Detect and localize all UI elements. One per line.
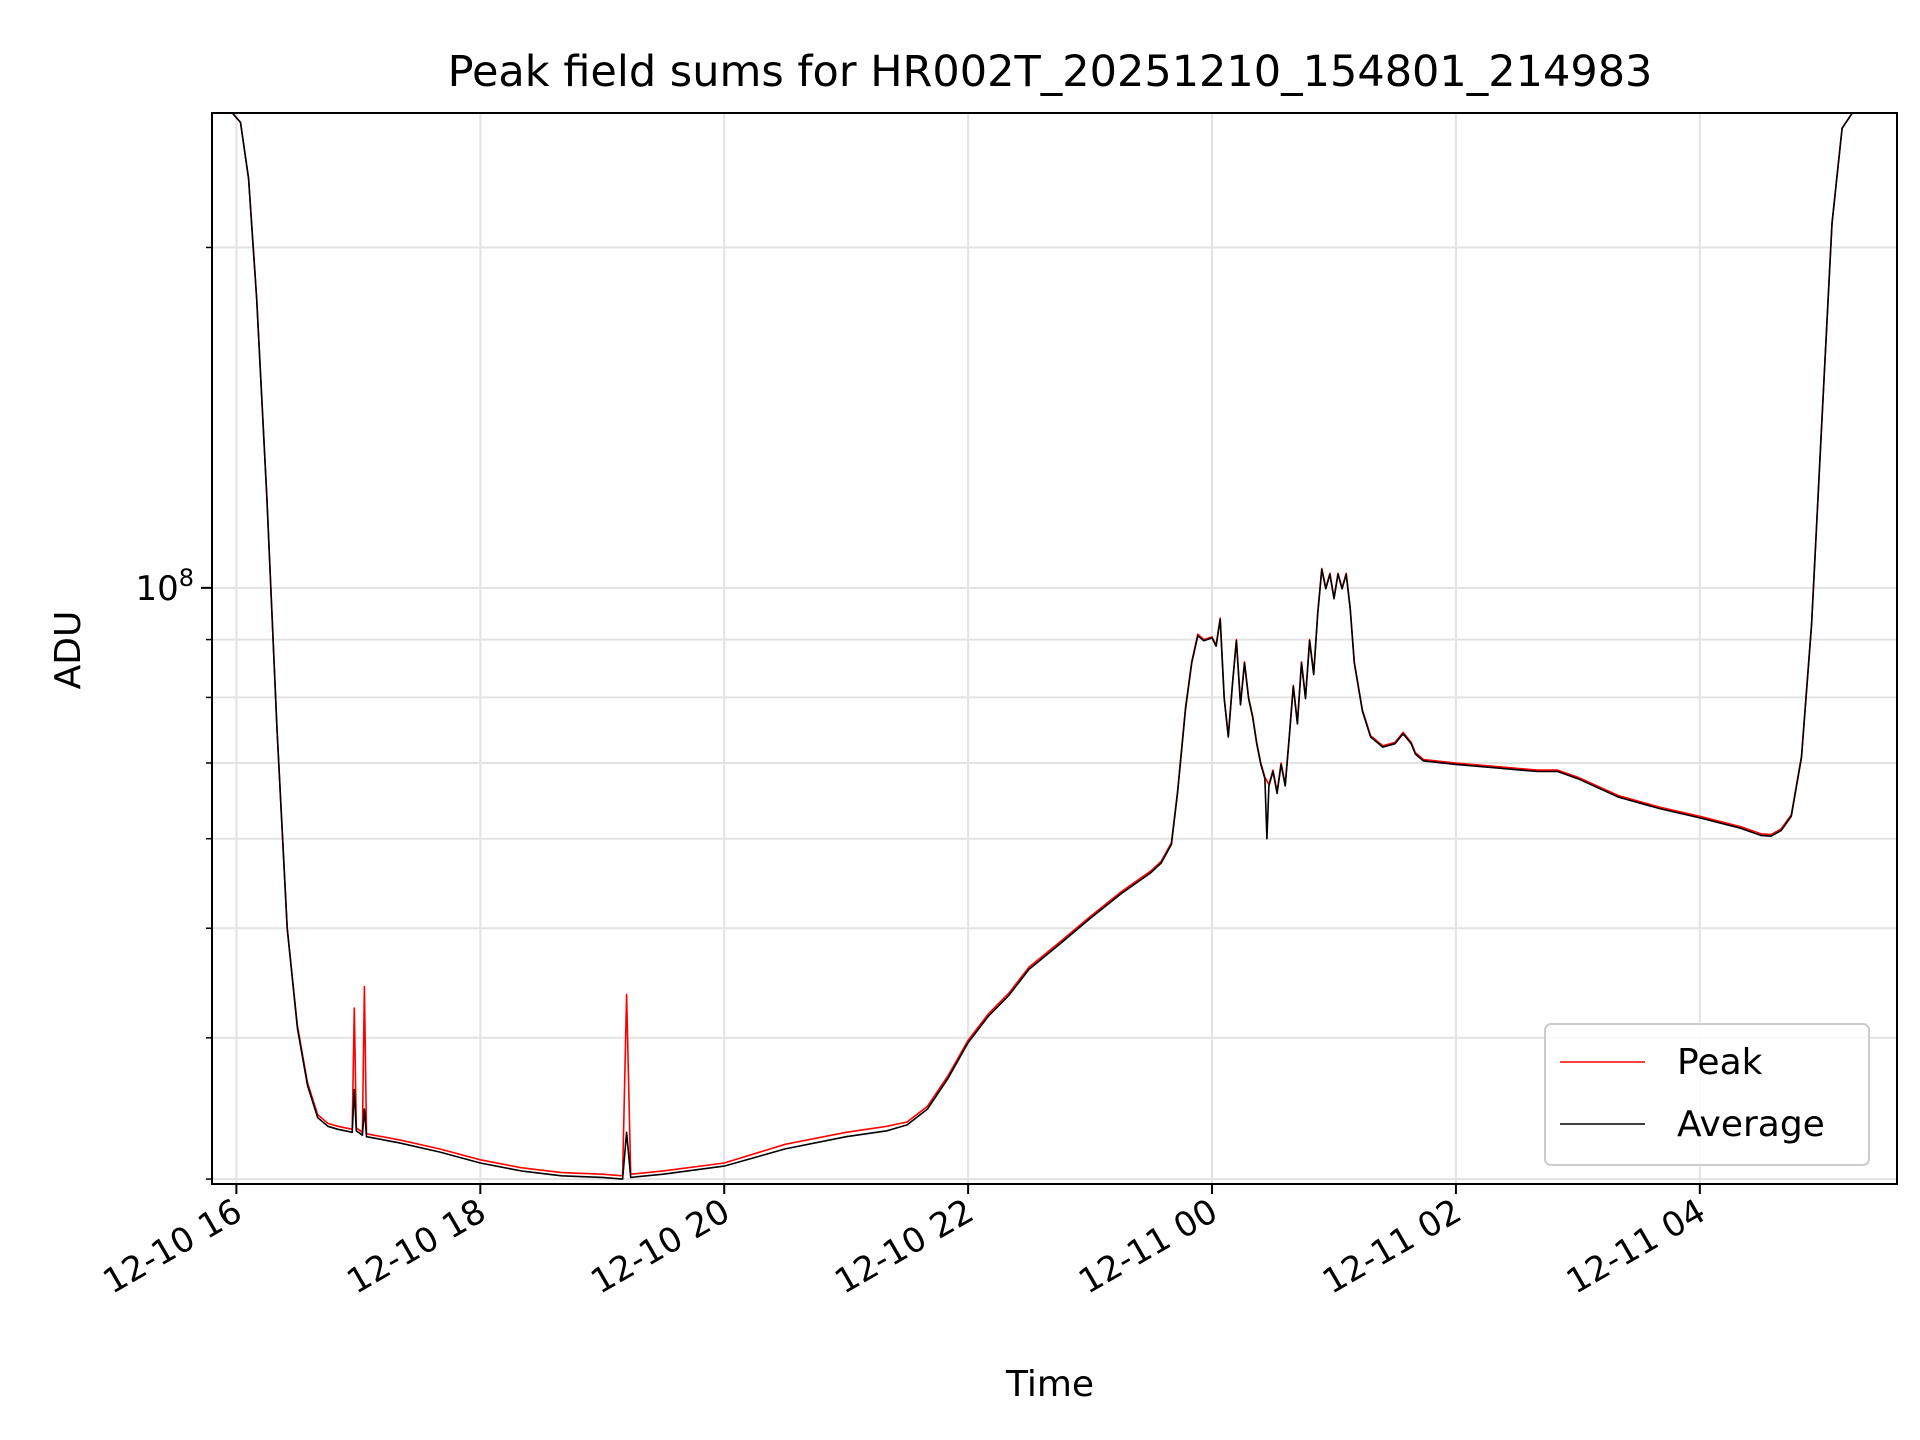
y-axis-label: ADU <box>48 611 89 690</box>
series-line-average <box>212 112 1897 1180</box>
y-tick-label: 108 <box>135 564 194 609</box>
x-axis-label: Time <box>1005 1364 1094 1405</box>
y-axis-ticks: 108 <box>135 246 212 1180</box>
grid-lines <box>212 113 1897 1184</box>
series-line-peak <box>212 112 1897 1177</box>
legend-label-peak: Peak <box>1677 1042 1763 1083</box>
chart-title: Peak field sums for HR002T_20251210_1548… <box>448 47 1653 97</box>
legend-box <box>1544 1023 1870 1166</box>
legend-label-average: Average <box>1677 1104 1825 1145</box>
series-lines <box>212 112 1897 1180</box>
plot-area-frame <box>211 112 1898 1185</box>
legend: Peak Average <box>1544 1023 1870 1166</box>
